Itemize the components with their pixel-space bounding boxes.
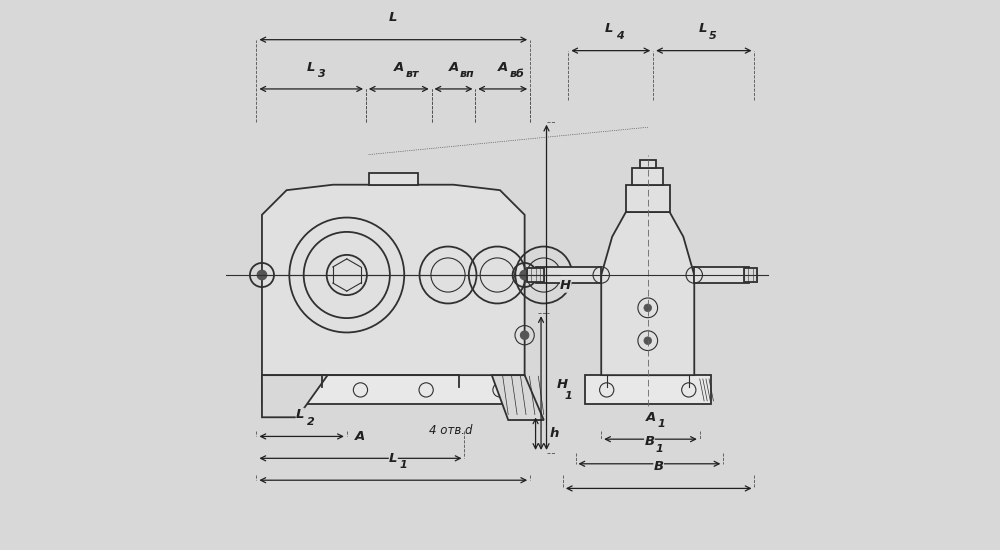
Text: L: L — [605, 23, 614, 35]
Text: B: B — [654, 460, 664, 473]
Text: 1: 1 — [400, 460, 408, 470]
Text: H: H — [560, 279, 571, 293]
Circle shape — [257, 270, 267, 280]
FancyBboxPatch shape — [694, 267, 749, 283]
Polygon shape — [492, 375, 544, 420]
Text: 4: 4 — [616, 31, 624, 41]
Text: 1: 1 — [657, 419, 665, 430]
Text: 2: 2 — [307, 416, 315, 427]
Text: L: L — [698, 23, 707, 35]
FancyBboxPatch shape — [369, 173, 418, 185]
Text: L: L — [307, 60, 315, 74]
FancyBboxPatch shape — [640, 160, 656, 168]
Text: вп: вп — [460, 69, 475, 79]
Circle shape — [520, 331, 529, 339]
Polygon shape — [601, 212, 694, 375]
Text: A: A — [645, 411, 656, 424]
Text: вб: вб — [509, 69, 524, 79]
Text: A: A — [355, 430, 366, 443]
Text: h: h — [549, 427, 559, 440]
FancyBboxPatch shape — [626, 185, 670, 212]
Circle shape — [520, 270, 529, 280]
Circle shape — [644, 304, 652, 312]
Text: 5: 5 — [709, 31, 717, 41]
Text: L: L — [296, 408, 305, 421]
Circle shape — [644, 337, 652, 344]
Text: L: L — [389, 452, 398, 465]
Text: A: A — [448, 60, 459, 74]
Text: 1: 1 — [656, 444, 664, 454]
Text: 1: 1 — [564, 391, 572, 401]
Text: L: L — [389, 12, 398, 24]
FancyBboxPatch shape — [632, 168, 663, 185]
Text: 3: 3 — [318, 69, 326, 79]
Text: B: B — [644, 436, 654, 448]
FancyBboxPatch shape — [262, 375, 522, 404]
FancyBboxPatch shape — [527, 268, 544, 282]
Text: H: H — [556, 378, 567, 391]
FancyBboxPatch shape — [744, 268, 757, 282]
FancyBboxPatch shape — [536, 267, 601, 283]
FancyBboxPatch shape — [585, 375, 711, 404]
Polygon shape — [262, 185, 525, 375]
Text: вт: вт — [405, 69, 419, 79]
Text: A: A — [498, 60, 508, 74]
Text: A: A — [394, 60, 404, 74]
Polygon shape — [262, 375, 328, 417]
Text: 4 отв.d: 4 отв.d — [429, 425, 472, 437]
